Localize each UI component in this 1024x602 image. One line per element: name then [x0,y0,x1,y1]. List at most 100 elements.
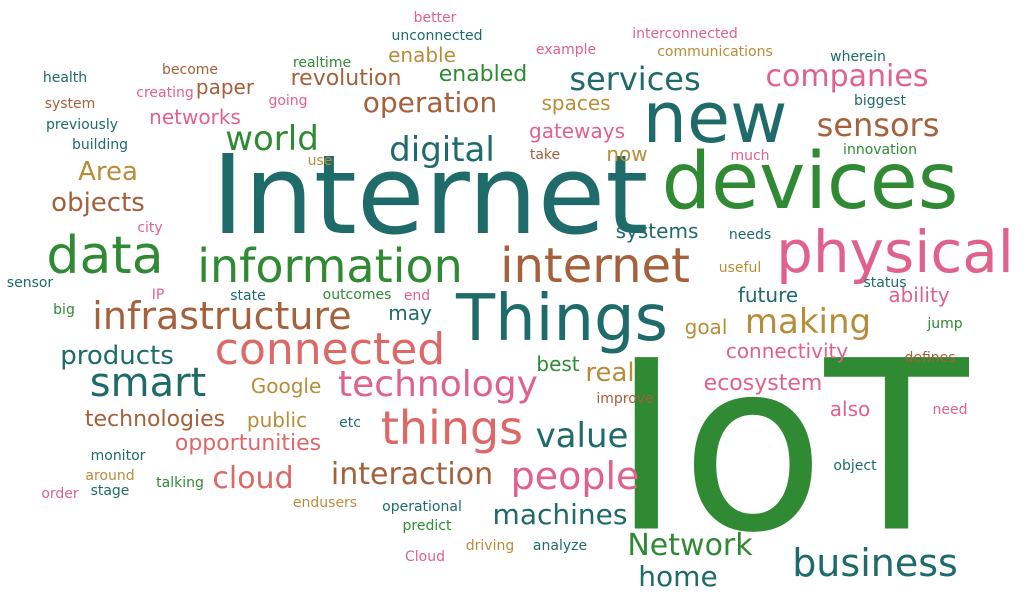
word-endusers-94: endusers [292,495,358,511]
word-example-57: example [535,42,597,58]
word-enabled-33: enabled [438,62,528,87]
word-information-7: information [197,239,463,293]
word-system-65: system [44,96,96,112]
word-ip-78: IP [151,287,165,303]
word-google-51: Google [250,374,322,398]
word-new-3: new [642,77,788,159]
word-etc-87: etc [339,415,361,431]
word-ecosystem-37: ecosystem [703,371,823,396]
word-unconnected-55: unconnected [391,28,483,44]
word-cloud-25: cloud [212,461,294,496]
word-future-46: future [737,283,799,307]
word-companies-18: companies [765,59,929,94]
word-order-91: order [41,486,79,502]
word-innovation-71: innovation [843,142,917,158]
word-predict-96: predict [402,518,452,534]
word-area-30: Area [78,157,138,187]
word-biggest-72: biggest [854,93,906,109]
word-sensor-77: sensor [6,275,54,291]
word-may-49: may [388,301,432,325]
word-needs-74: needs [728,227,772,243]
word-things-10: things [380,401,524,455]
word-real-34: real [585,358,635,388]
word-iot-0: IoT [611,311,969,585]
word-better-54: better [413,10,457,26]
word-enable-42: enable [388,43,456,67]
word-previously-66: previously [45,117,119,133]
word-people-15: people [510,454,640,498]
word-goal-48: goal [684,315,728,339]
word-take-69: take [529,147,561,163]
word-much-70: much [730,148,770,164]
word-improve-85: improve [596,391,654,407]
word-jump-83: jump [927,316,963,332]
word-value-22: value [535,416,629,456]
word-health-62: health [42,70,88,86]
word-city-73: city [137,220,163,236]
word-infrastructure-11: infrastructure [92,294,352,338]
word-services-17: services [569,60,701,98]
word-operational-95: operational [382,499,462,515]
word-connectivity-38: connectivity [725,339,849,363]
word-smart-13: smart [89,360,207,406]
word-now-44: now [606,142,648,166]
word-physical-5: physical [776,218,1014,286]
word-opportunities-36: opportunities [174,431,322,456]
word-interconnected-56: interconnected [632,26,738,42]
word-object-93: object [833,458,877,474]
word-public-52: public [246,408,308,432]
word-networks-41: networks [149,105,241,129]
word-wherein-59: wherein [830,49,886,65]
word-become-61: become [161,62,219,78]
word-spaces-43: spaces [541,91,611,115]
word-operation-28: operation [362,86,498,119]
word-driving-97: driving [465,538,515,554]
word-use-68: use [307,153,333,169]
word-building-67: building [71,137,129,153]
word-revolution-32: revolution [290,66,402,91]
word-world-20: world [225,119,319,159]
word-machines-26: machines [492,498,628,531]
word-things-4: Things [456,282,668,356]
word-digital-16: digital [389,130,495,170]
word-products-29: products [60,341,174,371]
word-need-86: need [932,402,968,418]
word-realtime-60: realtime [292,55,352,71]
word-outcomes-80: outcomes [322,287,392,303]
word-home-27: home [638,560,718,593]
word-stage-92: stage [90,483,130,499]
word-monitor-88: monitor [90,448,146,464]
word-technology-14: technology [338,364,538,405]
word-state-79: state [230,288,266,304]
word-status-75: status [863,275,907,291]
word-best-50: best [536,352,580,376]
word-making-21: making [744,302,872,342]
word-data-6: data [46,226,164,286]
word-gateways-39: gateways [529,119,625,143]
word-cloud-99: Cloud [405,549,445,565]
word-also-53: also [829,397,871,421]
word-objects-31: objects [51,188,145,218]
word-defines-84: defines [904,350,956,366]
word-network-23: Network [627,528,753,563]
word-connected-9: connected [214,324,446,375]
word-interaction-24: interaction [330,457,494,492]
word-useful-76: useful [718,260,762,276]
word-sensors-19: sensors [816,106,940,144]
word-internet-1: Internet [211,131,649,259]
word-systems-45: systems [615,219,699,243]
word-ability-47: ability [888,283,950,307]
word-internet-8: internet [500,238,690,294]
word-business-12: business [792,541,958,585]
word-end-81: end [403,288,431,304]
word-paper-40: paper [195,75,255,99]
word-devices-2: devices [661,137,959,227]
word-talking-90: talking [156,475,204,491]
word-communications-58: communications [657,44,773,60]
word-around-89: around [85,468,135,484]
word-going-64: going [268,93,308,109]
word-creating-63: creating [136,85,194,101]
word-analyze-98: analyze [532,538,588,554]
word-technologies-35: technologies [84,407,226,432]
